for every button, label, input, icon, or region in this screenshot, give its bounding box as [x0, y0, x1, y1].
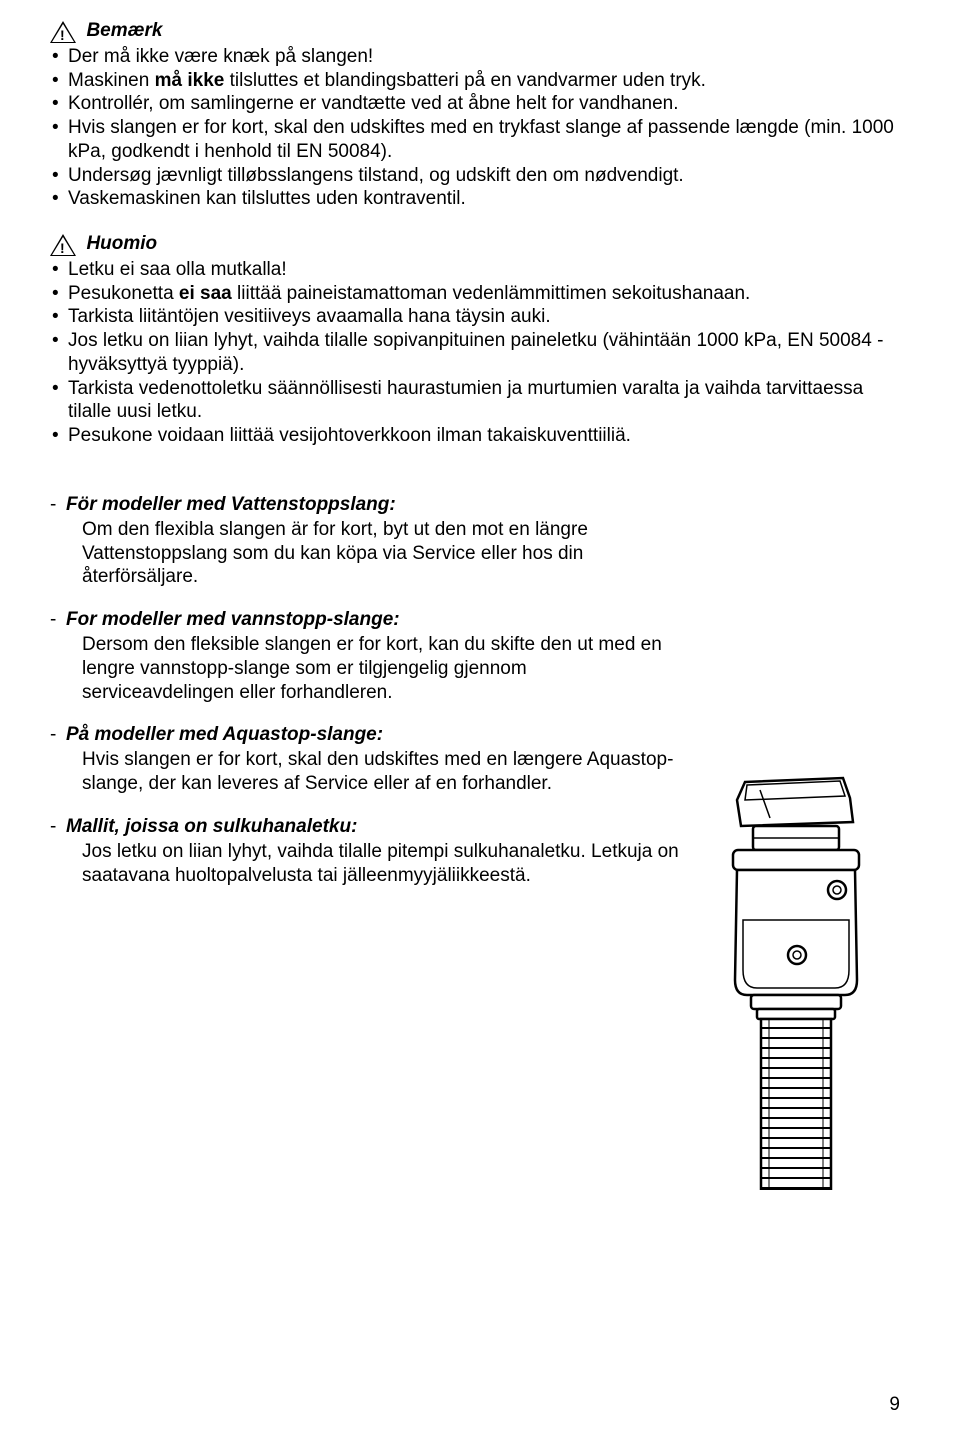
text-bold: må ikke: [155, 70, 225, 91]
text: Vaskemaskinen kan tilsluttes uden kontra…: [68, 188, 466, 209]
text: Tarkista vedenottoletku säännöllisesti h…: [68, 378, 863, 423]
list-item: Hvis slangen er for kort, skal den udski…: [50, 116, 900, 164]
warning-icon: !: [50, 21, 76, 43]
dash: -: [50, 609, 56, 631]
text: tilsluttes et blandingsbatteri på en van…: [224, 70, 706, 91]
bullet-list-bemaerk: Der må ikke være knæk på slangen! Maskin…: [50, 45, 900, 211]
dash: -: [50, 724, 56, 746]
text: Pesukone voidaan liittää vesijohtoverkko…: [68, 425, 631, 446]
warning-icon: !: [50, 234, 76, 256]
section-huomio: ! Huomio Letku ei saa olla mutkalla! Pes…: [50, 233, 900, 448]
text: Pesukonetta: [68, 283, 179, 304]
text: Jos letku on liian lyhyt, vaihda tilalle…: [68, 330, 883, 375]
page-number: 9: [889, 1394, 900, 1416]
section-title: Huomio: [86, 233, 157, 254]
dash: -: [50, 494, 56, 516]
model-heading: For modeller med vannstopp-slange:: [66, 609, 400, 630]
text-bold: ei saa: [179, 283, 232, 304]
aquastop-connector-illustration: [685, 770, 905, 1190]
list-item: Tarkista liitäntöjen vesitiiveys avaamal…: [50, 305, 900, 329]
bullet-list-huomio: Letku ei saa olla mutkalla! Pesukonetta …: [50, 258, 900, 448]
list-item: Kontrollér, om samlingerne er vandtætte …: [50, 92, 900, 116]
list-item: Der må ikke være knæk på slangen!: [50, 45, 900, 69]
list-item: Undersøg jævnligt tilløbsslangens tilsta…: [50, 164, 900, 188]
section-title: Bemærk: [86, 20, 162, 41]
model-text: Hvis slangen er for kort, skal den udski…: [82, 748, 682, 796]
list-item: Pesukone voidaan liittää vesijohtoverkko…: [50, 424, 900, 448]
model-item: - För modeller med Vattenstoppslang: Om …: [50, 494, 900, 589]
model-text: Dersom den fleksible slangen er for kort…: [82, 633, 682, 704]
list-item: Vaskemaskinen kan tilsluttes uden kontra…: [50, 187, 900, 211]
model-text: Jos letku on liian lyhyt, vaihda tilalle…: [82, 840, 682, 888]
dash: -: [50, 816, 56, 838]
list-item: Maskinen må ikke tilsluttes et blandings…: [50, 69, 900, 93]
model-text: Om den flexibla slangen är for kort, byt…: [82, 518, 682, 589]
text: liittää paineistamattoman vedenlämmittim…: [232, 283, 751, 304]
section-bemaerk: ! Bemærk Der må ikke være knæk på slange…: [50, 20, 900, 211]
text: Undersøg jævnligt tilløbsslangens tilsta…: [68, 165, 684, 186]
list-item: Jos letku on liian lyhyt, vaihda tilalle…: [50, 329, 900, 377]
text: Hvis slangen er for kort, skal den udski…: [68, 117, 894, 162]
model-item: - For modeller med vannstopp-slange: Der…: [50, 609, 900, 704]
text: Maskinen: [68, 70, 155, 91]
list-item: Tarkista vedenottoletku säännöllisesti h…: [50, 377, 900, 425]
model-heading: För modeller med Vattenstoppslang:: [66, 494, 396, 515]
list-item: Letku ei saa olla mutkalla!: [50, 258, 900, 282]
text: Letku ei saa olla mutkalla!: [68, 259, 287, 280]
list-item: Pesukonetta ei saa liittää paineistamatt…: [50, 282, 900, 306]
model-heading: På modeller med Aquastop-slange:: [66, 724, 383, 745]
text: Der må ikke være knæk på slangen!: [68, 46, 373, 67]
text: Kontrollér, om samlingerne er vandtætte …: [68, 93, 679, 114]
text: Tarkista liitäntöjen vesitiiveys avaamal…: [68, 306, 551, 327]
model-heading: Mallit, joissa on sulkuhanaletku:: [66, 816, 357, 837]
